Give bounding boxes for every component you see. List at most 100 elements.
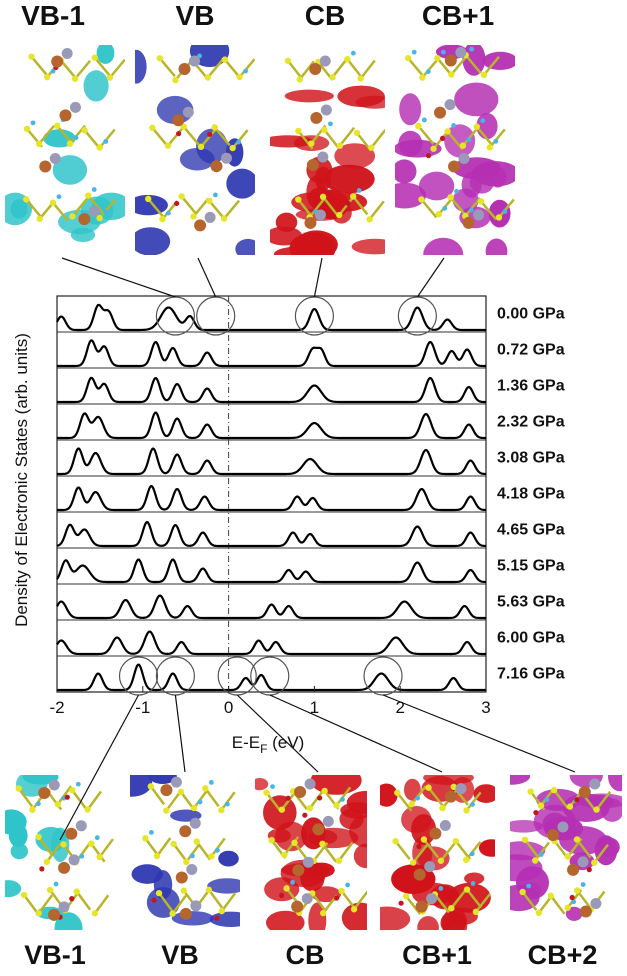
- hydrogen-atom: [53, 881, 59, 887]
- metal-atom: [448, 160, 461, 173]
- bond: [87, 194, 105, 215]
- iodide-atom: [590, 898, 602, 910]
- orbital-lobe: [334, 143, 376, 169]
- pressure-label: 3.08 GPa: [497, 449, 565, 466]
- carbon-atom: [46, 886, 54, 894]
- top-connector-line: [416, 257, 445, 298]
- hydrogen-atom: [94, 835, 100, 841]
- iodide-atom: [48, 779, 60, 791]
- carbon-atom: [291, 839, 298, 847]
- pressure-label: 4.18 GPa: [497, 485, 565, 502]
- carbon-atom: [357, 75, 364, 82]
- orbital-lobe: [135, 194, 168, 216]
- oxygen-atom: [533, 810, 539, 816]
- carbon-atom: [35, 910, 42, 917]
- bond: [30, 55, 48, 76]
- carbon-atom: [205, 886, 213, 894]
- carbon-atom: [85, 192, 92, 199]
- orbital-lobe: [454, 82, 499, 117]
- metal-atom: [179, 907, 192, 920]
- metal-atom: [194, 219, 207, 232]
- bond: [338, 196, 355, 216]
- bond: [340, 890, 357, 910]
- molecule-atoms: [519, 778, 612, 918]
- bottom-title-cb-2: CB+2: [527, 940, 598, 970]
- orbital-lobe: [608, 775, 622, 792]
- bond: [439, 842, 457, 862]
- iodide-atom: [577, 856, 589, 868]
- oxygen-atom: [398, 900, 404, 906]
- bottom-connector-line: [236, 694, 319, 773]
- bond: [200, 127, 218, 148]
- carbon-atom: [220, 215, 228, 222]
- hydrogen-atom: [243, 68, 249, 74]
- carbon-atom: [169, 910, 176, 917]
- hydrogen-atom: [421, 117, 427, 123]
- carbon-atom: [321, 787, 328, 795]
- orbital-lobe: [478, 839, 495, 857]
- metal-atom: [312, 823, 325, 836]
- bottom-connector-line: [382, 694, 576, 773]
- orbital-lobe: [464, 872, 485, 885]
- oxygen-atom: [569, 894, 575, 901]
- molecule-atoms: [15, 779, 114, 921]
- carbon-atom: [268, 836, 275, 844]
- carbon-atom: [190, 804, 198, 812]
- bond: [158, 57, 176, 78]
- bond: [231, 129, 249, 149]
- bond: [223, 199, 241, 220]
- bond: [265, 791, 282, 812]
- carbon-atom: [521, 836, 529, 843]
- oxygen-atom: [345, 200, 351, 207]
- carbon-atom: [236, 73, 243, 81]
- top-orbital-image-cb: [270, 50, 385, 255]
- carbon-atom: [81, 127, 88, 134]
- carbon-atom: [344, 55, 351, 63]
- carbon-atom: [142, 835, 149, 842]
- metal-atom: [306, 159, 319, 172]
- hydrogen-atom: [340, 796, 345, 802]
- orbital-lobe: [266, 910, 305, 930]
- orbital-lobe: [462, 45, 486, 76]
- metal-atom: [172, 114, 185, 127]
- carbon-atom: [54, 800, 62, 808]
- top-title-vb-1: VB-1: [21, 0, 85, 31]
- carbon-atom: [437, 857, 445, 864]
- orbital-lobe: [135, 49, 147, 84]
- hydrogen-atom: [236, 139, 242, 145]
- connector-lines: [59, 257, 576, 841]
- orbital-lobe: [284, 89, 334, 103]
- carbon-atom: [144, 195, 152, 203]
- orbital-lobe: [263, 795, 297, 830]
- bottom-title-cb-1: CB+1: [402, 940, 472, 970]
- carbon-atom: [69, 787, 76, 794]
- carbon-atom: [415, 122, 422, 130]
- carbon-atom: [463, 807, 470, 814]
- metal-atom: [434, 106, 447, 119]
- hydrogen-atom: [425, 69, 431, 74]
- carbon-atom: [284, 57, 292, 64]
- pressure-labels: 0.00 GPa 0.72 GPa 1.36 GPa 2.32 GPa 3.08 GPa…: [497, 305, 565, 682]
- bond: [204, 787, 220, 808]
- orbital-lobe: [559, 826, 608, 855]
- pressure-label: 6.00 GPa: [497, 629, 565, 646]
- iodide-atom: [58, 901, 70, 913]
- carbon-atom: [527, 788, 534, 795]
- metal-atom: [310, 111, 323, 124]
- dos-curve-series: [56, 339, 487, 368]
- carbon-atom: [60, 841, 67, 848]
- carbon-atom: [43, 858, 51, 866]
- carbon-atom: [444, 128, 451, 135]
- hydrogen-atom: [103, 139, 109, 144]
- bond: [474, 893, 492, 913]
- bottom-title-cb: CB: [285, 940, 325, 970]
- dos-curve-series: [56, 447, 487, 476]
- bottom-title-vb: VB: [161, 940, 199, 970]
- hydrogen-atom: [470, 881, 476, 886]
- orbital-lobe: [418, 171, 455, 201]
- metal-atom: [39, 160, 52, 173]
- carbon-atom: [321, 126, 328, 134]
- bond: [422, 838, 440, 859]
- bond: [98, 128, 116, 149]
- bond: [308, 789, 325, 809]
